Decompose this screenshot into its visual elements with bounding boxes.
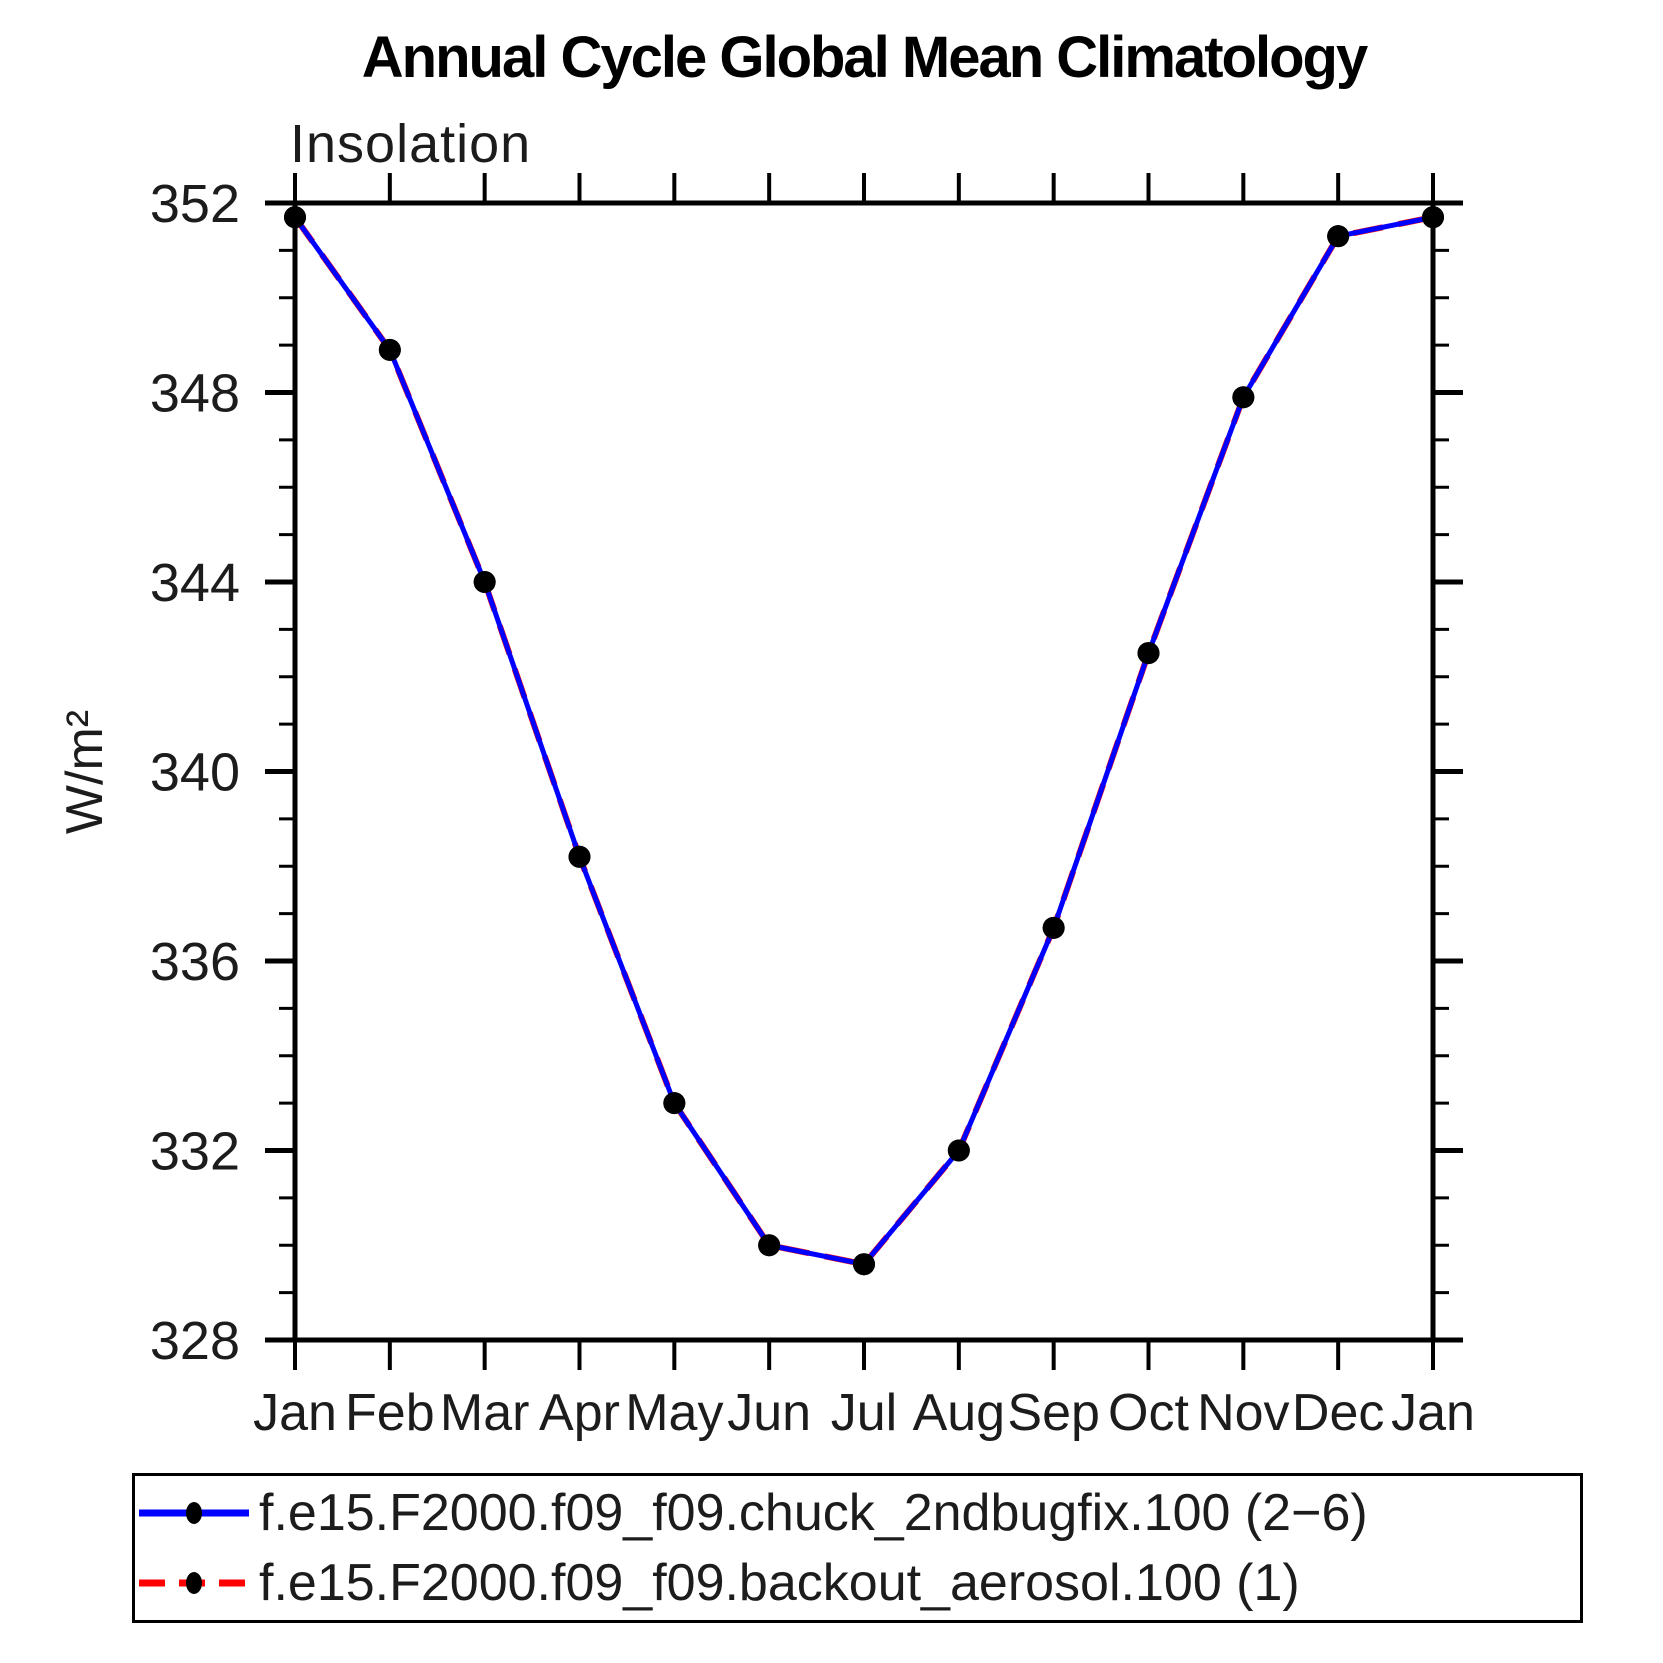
x-tick-label: Jun	[727, 1384, 811, 1442]
x-tick-label: Jan	[253, 1384, 337, 1442]
legend-row-backout: f.e15.F2000.f09_f09.backout_aerosol.100 …	[137, 1551, 1580, 1615]
legend-label-chuck: f.e15.F2000.f09_f09.chuck_2ndbugfix.100 …	[259, 1484, 1368, 1542]
plot-frame	[292, 200, 1436, 1343]
y-axis-title: W/m²	[56, 710, 114, 834]
x-tick-label: Jul	[831, 1384, 897, 1442]
legend-sample-dashed	[139, 1572, 249, 1594]
legend-marker-2	[186, 1572, 202, 1594]
y-tick-label: 348	[150, 364, 240, 424]
chart-title: Annual Cycle Global Mean Climatology	[361, 25, 1368, 90]
data-point-marker	[947, 1139, 970, 1162]
data-point-marker	[378, 338, 401, 361]
data-point-marker	[663, 1092, 686, 1115]
data-point-marker	[853, 1253, 875, 1276]
legend-box: f.e15.F2000.f09_f09.chuck_2ndbugfix.100 …	[132, 1473, 1583, 1623]
legend-row-chuck: f.e15.F2000.f09_f09.chuck_2ndbugfix.100 …	[137, 1481, 1580, 1545]
x-tick-label: Aug	[913, 1384, 1006, 1442]
data-point-marker	[568, 845, 591, 868]
y-tick-label: 336	[150, 932, 240, 992]
x-tick-label: Mar	[440, 1384, 530, 1442]
data-point-marker	[473, 571, 496, 593]
data-point-marker	[1042, 916, 1065, 939]
y-tick-label: 352	[150, 174, 240, 234]
x-tick-label: May	[625, 1384, 723, 1442]
data-point-marker	[758, 1234, 781, 1257]
legend-marker-1	[186, 1502, 202, 1524]
x-tick-label: Feb	[345, 1384, 435, 1442]
x-tick-label: Apr	[539, 1384, 620, 1442]
series-line-0	[292, 214, 1434, 1267]
x-tick-label: Oct	[1108, 1384, 1189, 1442]
series-line-1	[292, 214, 1434, 1268]
data-point-marker	[284, 206, 306, 229]
legend-label-backout: f.e15.F2000.f09_f09.backout_aerosol.100 …	[259, 1554, 1300, 1612]
data-point-marker	[1327, 225, 1350, 248]
chart-subtitle: Insolation	[290, 114, 532, 174]
x-tick-label: Jan	[1391, 1384, 1475, 1442]
x-tick-label: Sep	[1007, 1384, 1100, 1442]
data-point-marker	[1137, 642, 1160, 665]
y-tick-label: 328	[150, 1311, 240, 1371]
y-tick-label: 340	[150, 743, 240, 803]
y-tick-label: 344	[150, 553, 240, 613]
x-tick-label: Dec	[1292, 1384, 1384, 1442]
y-tick-label: 332	[150, 1122, 240, 1182]
x-tick-label: Nov	[1197, 1384, 1289, 1442]
data-point-marker	[1422, 206, 1444, 229]
legend-sample-solid	[139, 1502, 249, 1524]
data-point-marker	[1232, 386, 1255, 409]
